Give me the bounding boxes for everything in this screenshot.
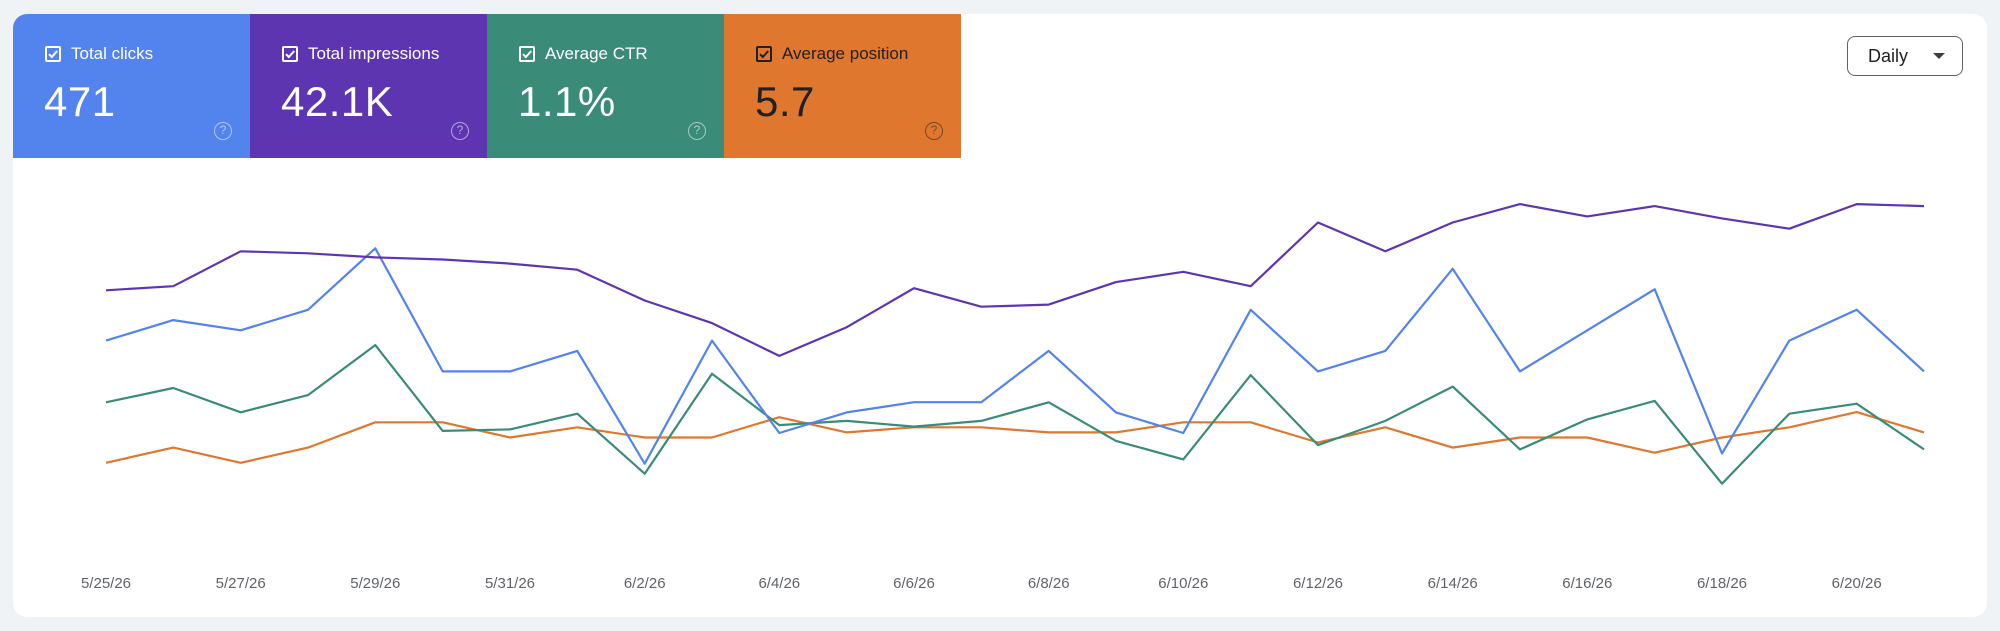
granularity-dropdown[interactable]: Daily bbox=[1847, 36, 1963, 76]
tile-label: Average position bbox=[782, 44, 909, 63]
tile-total-clicks[interactable]: Total clicks 471 ? bbox=[13, 14, 250, 158]
caret-down-icon bbox=[1933, 53, 1945, 59]
tile-header: Average CTR bbox=[519, 44, 648, 64]
x-tick-label: 6/14/26 bbox=[1428, 575, 1478, 592]
tile-label: Average CTR bbox=[545, 44, 648, 63]
performance-line-chart: 5/25/26 5/27/26 5/29/26 5/31/26 6/2/26 6/4/26… bbox=[81, 202, 1925, 592]
x-tick-label: 6/16/26 bbox=[1562, 575, 1612, 592]
x-tick-label: 6/2/26 bbox=[624, 575, 666, 592]
tile-average-position[interactable]: Average position 5.7 ? bbox=[724, 14, 961, 158]
series-line-clicks bbox=[105, 247, 1925, 465]
checkbox-icon[interactable] bbox=[45, 46, 61, 62]
checkbox-icon[interactable] bbox=[519, 46, 535, 62]
tile-total-impressions[interactable]: Total impressions 42.1K ? bbox=[250, 14, 487, 158]
tile-value: 471 bbox=[44, 78, 116, 125]
x-tick-label: 5/29/26 bbox=[350, 575, 400, 592]
x-tick-label: 6/8/26 bbox=[1028, 575, 1070, 592]
tile-header: Total impressions bbox=[282, 44, 439, 64]
tile-value: 1.1% bbox=[518, 78, 616, 125]
x-tick-label: 5/31/26 bbox=[485, 575, 535, 592]
tile-label: Total impressions bbox=[308, 44, 440, 63]
series-line-position bbox=[105, 411, 1925, 464]
tile-value: 42.1K bbox=[281, 78, 394, 125]
x-tick-label: 5/25/26 bbox=[81, 575, 131, 592]
checkbox-icon[interactable] bbox=[756, 46, 772, 62]
x-tick-label: 5/27/26 bbox=[216, 575, 266, 592]
x-tick-label: 6/12/26 bbox=[1293, 575, 1343, 592]
x-tick-label: 6/20/26 bbox=[1832, 575, 1882, 592]
tile-value: 5.7 bbox=[755, 78, 815, 125]
help-icon[interactable]: ? bbox=[688, 122, 706, 140]
x-tick-label: 6/6/26 bbox=[893, 575, 935, 592]
series-line-ctr bbox=[105, 344, 1925, 485]
x-tick-label: 6/18/26 bbox=[1697, 575, 1747, 592]
x-tick-label: 6/4/26 bbox=[758, 575, 800, 592]
x-tick-label: 6/10/26 bbox=[1158, 575, 1208, 592]
help-icon[interactable]: ? bbox=[214, 122, 232, 140]
help-icon[interactable]: ? bbox=[925, 122, 943, 140]
tile-average-ctr[interactable]: Average CTR 1.1% ? bbox=[487, 14, 724, 158]
help-icon[interactable]: ? bbox=[451, 122, 469, 140]
metric-tiles: Total clicks 471 ? Total impressions 42.… bbox=[13, 14, 961, 158]
checkbox-icon[interactable] bbox=[282, 46, 298, 62]
series-line-impressions bbox=[105, 202, 1925, 357]
tile-header: Total clicks bbox=[45, 44, 153, 64]
tile-label: Total clicks bbox=[71, 44, 154, 63]
performance-panel: Total clicks 471 ? Total impressions 42.… bbox=[13, 14, 1987, 617]
granularity-selected: Daily bbox=[1868, 45, 1909, 66]
tile-header: Average position bbox=[756, 44, 908, 64]
